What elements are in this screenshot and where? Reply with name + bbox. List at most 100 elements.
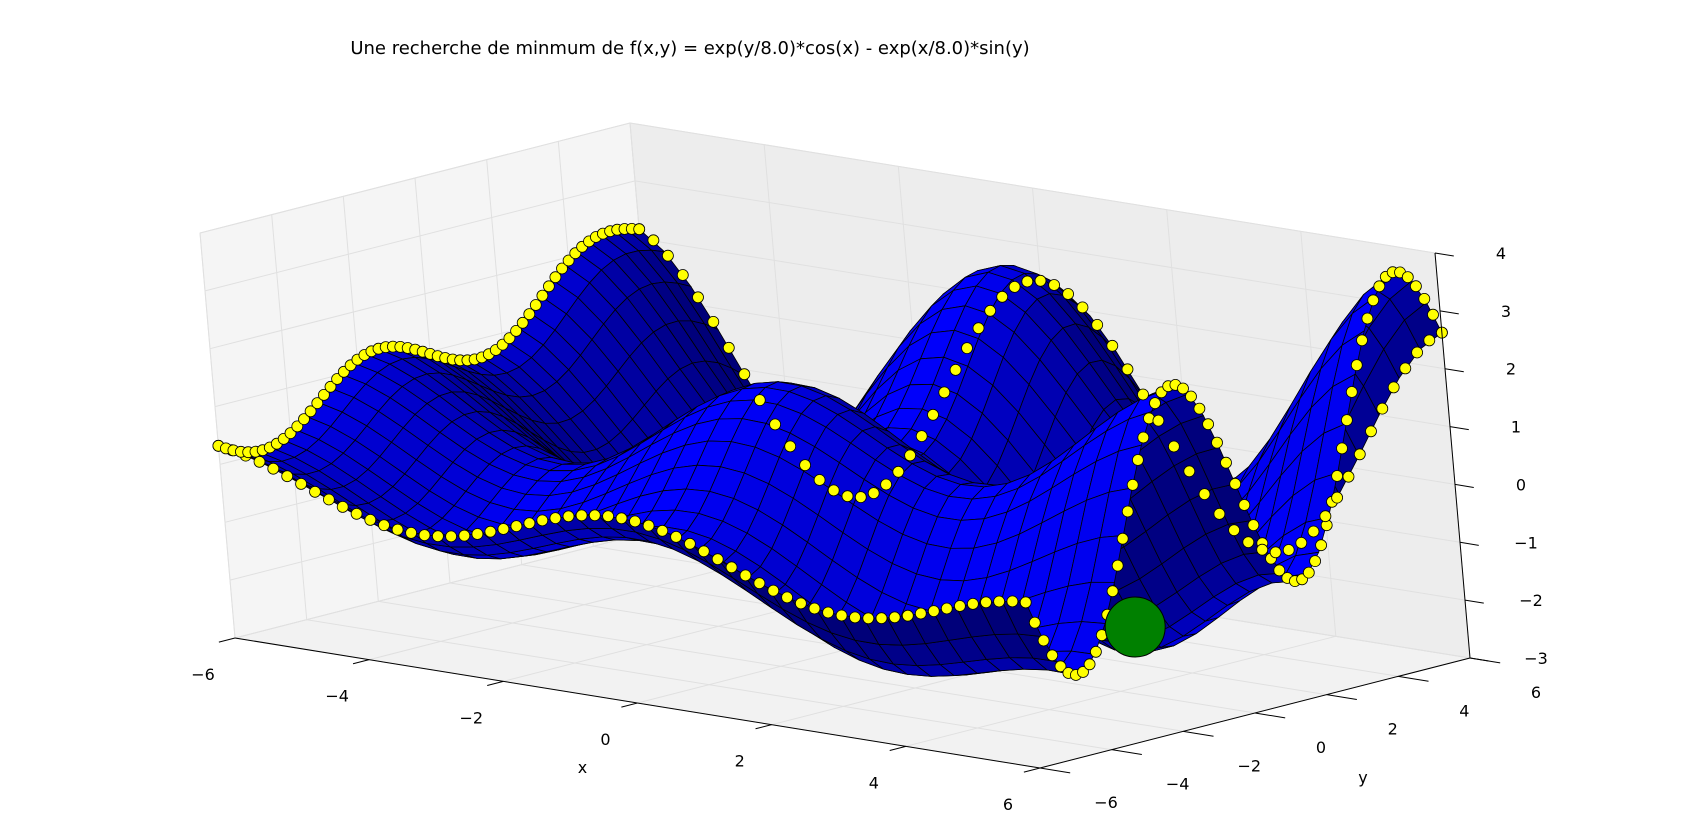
- boundary-marker: [799, 459, 811, 472]
- y-tick-label: 4: [1459, 701, 1469, 720]
- boundary-marker: [1350, 359, 1363, 372]
- boundary-marker: [1387, 381, 1400, 394]
- z-tick: [1454, 483, 1474, 488]
- boundary-marker: [253, 455, 266, 468]
- boundary-marker: [1256, 543, 1269, 556]
- boundary-marker: [1126, 478, 1139, 491]
- boundary-marker: [1345, 386, 1358, 398]
- boundary-marker: [633, 223, 646, 236]
- boundary-marker: [967, 598, 979, 610]
- boundary-marker: [697, 545, 710, 558]
- x-tick: [621, 702, 638, 708]
- boundary-marker: [1198, 488, 1211, 501]
- boundary-marker: [656, 524, 669, 537]
- z-tick-label: 3: [1501, 302, 1511, 321]
- boundary-marker: [311, 397, 324, 410]
- boundary-marker: [324, 380, 337, 393]
- z-tick-label: −3: [1524, 649, 1548, 668]
- boundary-marker: [1331, 470, 1343, 482]
- boundary-marker: [510, 520, 523, 532]
- boundary-marker: [1083, 658, 1096, 671]
- gridline-z: [199, 122, 1436, 254]
- boundary-marker: [1046, 649, 1059, 662]
- boundary-marker: [1307, 525, 1320, 538]
- boundary-marker: [1399, 362, 1412, 375]
- boundary-marker: [1353, 448, 1366, 461]
- boundary-marker: [1121, 505, 1134, 518]
- boundary-marker: [662, 249, 674, 262]
- x-tick: [487, 680, 504, 686]
- boundary-marker: [914, 607, 927, 620]
- boundary-marker: [996, 290, 1009, 303]
- boundary-marker: [1091, 318, 1104, 331]
- boundary-marker: [322, 493, 335, 506]
- boundary-marker: [1177, 382, 1189, 395]
- boundary-marker: [510, 324, 522, 337]
- boundary-marker: [1183, 465, 1196, 478]
- boundary-marker: [711, 553, 724, 566]
- boundary-marker: [927, 408, 939, 421]
- boundary-marker: [647, 234, 660, 247]
- boundary-marker: [938, 386, 951, 399]
- boundary-marker: [1111, 559, 1124, 572]
- boundary-marker: [984, 304, 997, 317]
- ticks: −6 −4 −2 0 2 4 6 −6 −4 −2 0 2 4 6 −3 −2 −1 0 1 2 3 4: [191, 244, 1548, 814]
- boundary-marker: [1242, 536, 1255, 549]
- gridline-z: [204, 180, 1441, 312]
- boundary-marker: [336, 500, 349, 513]
- boundary-marker: [1132, 454, 1144, 466]
- x-tick-label: −2: [460, 708, 484, 727]
- boundary-marker: [1309, 555, 1321, 567]
- boundary-marker: [1410, 280, 1422, 293]
- surface-plot: [212, 222, 1448, 681]
- boundary-marker: [615, 512, 628, 525]
- boundary-marker: [676, 269, 689, 281]
- boundary-marker: [1418, 292, 1431, 305]
- boundary-marker: [1048, 279, 1060, 291]
- x-tick-label: 6: [1003, 795, 1013, 813]
- boundary-marker: [1361, 312, 1374, 325]
- boundary-marker: [684, 537, 696, 550]
- boundary-marker: [1269, 546, 1282, 559]
- boundary-marker: [556, 262, 568, 275]
- boundary-marker: [1373, 280, 1386, 293]
- boundary-marker: [1028, 616, 1041, 629]
- boundary-marker: [516, 316, 529, 329]
- boundary-marker: [281, 470, 294, 483]
- z-tick: [1459, 541, 1479, 546]
- y-tick: [1183, 730, 1214, 737]
- boundary-marker: [1137, 431, 1150, 444]
- y-tick: [1039, 767, 1071, 774]
- boundary-marker: [304, 405, 317, 418]
- boundary-marker: [1121, 363, 1134, 376]
- x-tick-label: −4: [325, 687, 349, 706]
- boundary-marker: [849, 611, 861, 624]
- boundary-marker: [1202, 418, 1214, 431]
- boundary-marker: [1229, 477, 1242, 490]
- y-tick-label: 2: [1388, 720, 1398, 739]
- boundary-marker: [1076, 301, 1089, 314]
- boundary-marker: [781, 591, 793, 604]
- boundary-marker: [904, 449, 916, 462]
- boundary-marker: [1185, 390, 1197, 403]
- boundary-marker: [880, 478, 892, 491]
- axis-labels: xy: [578, 758, 1368, 787]
- boundary-marker: [827, 484, 840, 497]
- boundary-marker: [725, 561, 738, 574]
- boundary-marker: [1282, 544, 1295, 556]
- boundary-marker: [523, 308, 536, 321]
- boundary-marker: [503, 332, 516, 345]
- boundary-marker: [875, 612, 888, 625]
- boundary-marker: [1168, 440, 1180, 453]
- boundary-marker: [1342, 470, 1355, 483]
- boundary-marker: [915, 430, 928, 443]
- x-tick-label: 2: [735, 752, 745, 771]
- boundary-marker: [1034, 274, 1047, 287]
- boundary-marker: [562, 254, 575, 267]
- y-tick-label: 6: [1531, 683, 1541, 702]
- boundary-marker: [670, 531, 682, 543]
- boundary-marker: [317, 388, 330, 401]
- x-tick: [755, 724, 772, 730]
- boundary-marker: [1149, 397, 1161, 410]
